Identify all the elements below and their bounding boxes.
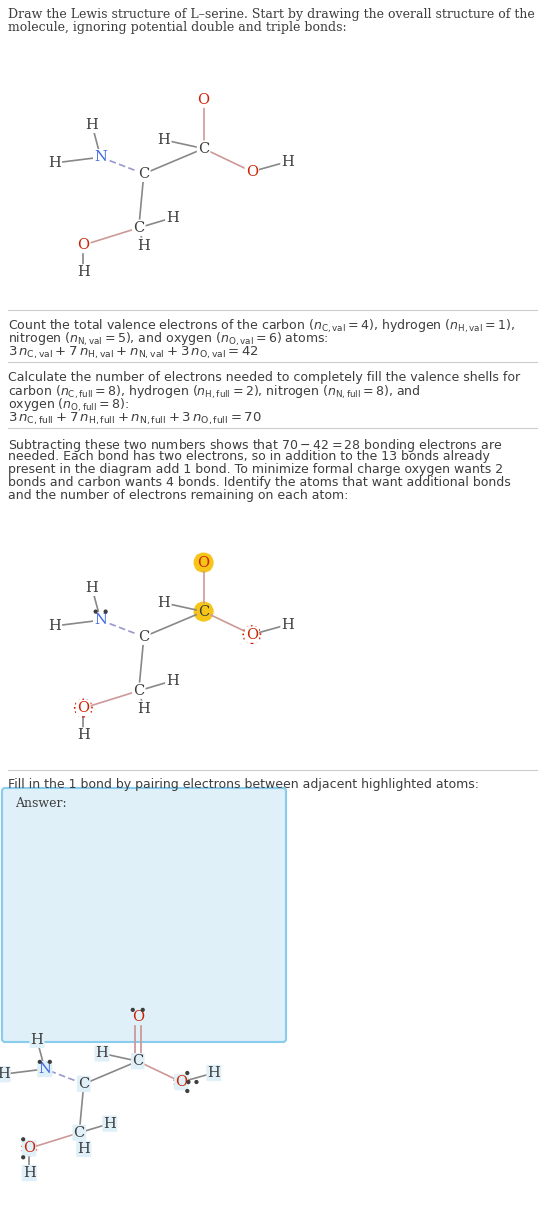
Text: H: H [104, 1117, 116, 1130]
Text: C: C [78, 1077, 89, 1091]
Text: and the number of electrons remaining on each atom:: and the number of electrons remaining on… [8, 489, 348, 502]
Text: H: H [23, 1166, 35, 1180]
Text: H: H [281, 155, 294, 168]
Circle shape [49, 1060, 51, 1064]
Text: H: H [137, 238, 150, 253]
Text: Subtracting these two numbers shows that $70 - 42 = 28$ bonding electrons are: Subtracting these two numbers shows that… [8, 437, 502, 454]
Text: Count the total valence electrons of the carbon ($n_\mathrm{C,val} = 4$), hydrog: Count the total valence electrons of the… [8, 318, 515, 335]
Circle shape [22, 1137, 25, 1141]
Text: N: N [94, 150, 107, 165]
Text: C: C [198, 605, 209, 618]
Circle shape [131, 1008, 134, 1012]
Circle shape [186, 1072, 189, 1074]
Circle shape [22, 1156, 25, 1159]
Text: bonds and carbon wants 4 bonds. Identify the atoms that want additional bonds: bonds and carbon wants 4 bonds. Identify… [8, 476, 511, 489]
FancyBboxPatch shape [2, 788, 286, 1042]
Text: H: H [77, 1142, 90, 1156]
Text: Calculate the number of electrons needed to completely fill the valence shells f: Calculate the number of electrons needed… [8, 371, 520, 384]
Text: C: C [198, 142, 209, 156]
Text: N: N [38, 1062, 51, 1076]
Text: H: H [48, 620, 61, 633]
Text: C: C [74, 1125, 85, 1140]
Text: N: N [94, 613, 107, 627]
Text: H: H [48, 156, 61, 169]
Text: H: H [95, 1047, 108, 1060]
Text: $3\,n_\mathrm{C,full} + 7\,n_\mathrm{H,full} + n_\mathrm{N,full} + 3\,n_\mathrm{: $3\,n_\mathrm{C,full} + 7\,n_\mathrm{H,f… [8, 411, 262, 427]
Text: H: H [166, 211, 179, 225]
Text: needed. Each bond has two electrons, so in addition to the 13 bonds already: needed. Each bond has two electrons, so … [8, 450, 490, 463]
Text: O: O [197, 555, 210, 570]
Text: H: H [137, 702, 150, 716]
Circle shape [194, 603, 213, 621]
Text: C: C [138, 629, 149, 644]
Text: H: H [31, 1033, 44, 1047]
Text: H: H [77, 728, 90, 743]
Circle shape [194, 553, 213, 572]
Text: H: H [0, 1067, 10, 1082]
Text: C: C [132, 1054, 143, 1068]
Text: C: C [138, 167, 149, 180]
Text: O: O [175, 1074, 187, 1089]
Text: O: O [246, 628, 258, 641]
Text: H: H [208, 1066, 220, 1079]
Circle shape [186, 1089, 189, 1093]
Text: carbon ($n_\mathrm{C,full} = 8$), hydrogen ($n_\mathrm{H,full} = 2$), nitrogen (: carbon ($n_\mathrm{C,full} = 8$), hydrog… [8, 384, 421, 402]
Text: Answer:: Answer: [15, 797, 66, 809]
Text: present in the diagram add 1 bond. To minimize formal charge oxygen wants 2: present in the diagram add 1 bond. To mi… [8, 463, 503, 476]
Circle shape [104, 610, 107, 613]
Circle shape [141, 1008, 144, 1012]
Text: Fill in the 1 bond by pairing electrons between adjacent highlighted atoms:: Fill in the 1 bond by pairing electrons … [8, 778, 479, 791]
Text: C: C [133, 220, 144, 235]
Text: H: H [77, 265, 90, 280]
Text: O: O [246, 165, 258, 179]
Circle shape [94, 610, 97, 613]
Text: H: H [166, 674, 179, 687]
Circle shape [38, 1060, 41, 1064]
Text: O: O [77, 238, 89, 252]
Circle shape [187, 1081, 190, 1083]
Text: nitrogen ($n_\mathrm{N,val} = 5$), and oxygen ($n_\mathrm{O,val} = 6$) atoms:: nitrogen ($n_\mathrm{N,val} = 5$), and o… [8, 332, 329, 348]
Text: H: H [281, 617, 294, 632]
Text: O: O [132, 1010, 144, 1024]
Text: oxygen ($n_\mathrm{O,full} = 8$):: oxygen ($n_\mathrm{O,full} = 8$): [8, 397, 129, 414]
Text: O: O [77, 701, 89, 715]
Text: H: H [158, 595, 171, 610]
Text: molecule, ignoring potential double and triple bonds:: molecule, ignoring potential double and … [8, 21, 347, 34]
Text: H: H [158, 133, 171, 146]
Text: H: H [86, 581, 99, 595]
Circle shape [195, 1081, 198, 1083]
Text: C: C [133, 684, 144, 698]
Text: H: H [86, 117, 99, 132]
Text: O: O [23, 1141, 35, 1156]
Text: Draw the Lewis structure of L–serine. Start by drawing the overall structure of : Draw the Lewis structure of L–serine. St… [8, 8, 535, 21]
Text: O: O [197, 93, 210, 106]
Text: $3\,n_\mathrm{C,val} + 7\,n_\mathrm{H,val} + n_\mathrm{N,val} + 3\,n_\mathrm{O,v: $3\,n_\mathrm{C,val} + 7\,n_\mathrm{H,va… [8, 345, 259, 362]
